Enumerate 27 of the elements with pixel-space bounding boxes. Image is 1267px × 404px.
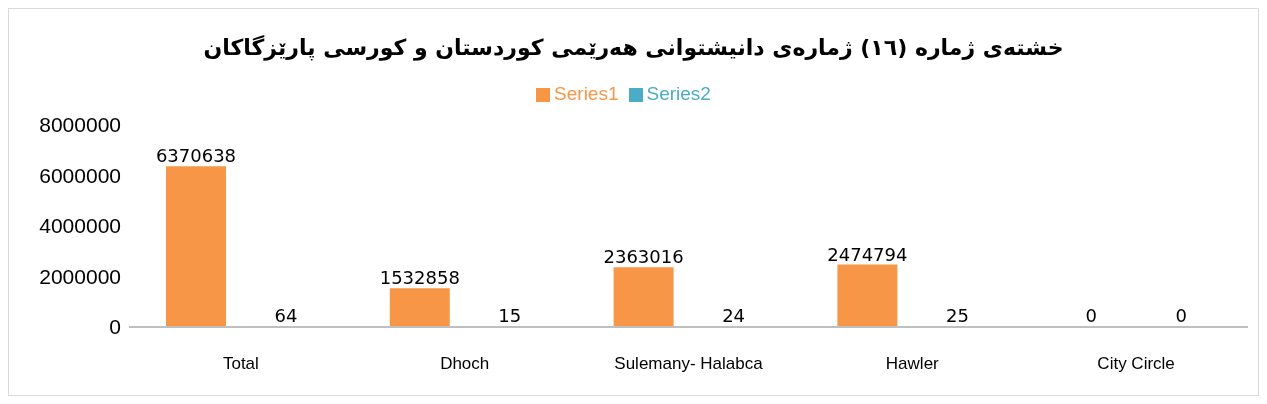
data-label: 2474794 xyxy=(827,243,908,265)
bar xyxy=(837,264,898,327)
x-tick-label: City Circle xyxy=(1097,354,1175,374)
data-label: 6370638 xyxy=(155,145,237,167)
y-tick-label: 8000000 xyxy=(39,113,121,137)
legend-label: Series1 xyxy=(554,83,619,104)
data-label: 25 xyxy=(945,305,969,326)
data-label: 1532858 xyxy=(379,267,460,289)
bar xyxy=(389,288,450,327)
data-label: 0 xyxy=(1085,305,1097,326)
y-tick-label: 2000000 xyxy=(39,264,121,288)
x-tick-label: Dhoch xyxy=(440,354,490,374)
y-tick-label: 0 xyxy=(109,315,121,339)
legend-label: Series2 xyxy=(646,83,711,104)
bar xyxy=(166,166,226,327)
data-label: 2363016 xyxy=(603,246,684,268)
y-tick-label: 6000000 xyxy=(39,163,121,187)
data-label: 0 xyxy=(1175,305,1187,326)
x-tick-label: Sulemany- Halabca xyxy=(614,354,764,374)
chart-title: خشتەی ژمارە (١٦) ژمارەی دانیشتوانی هەرێمی کوردستان و کورسی پارێزگاکان xyxy=(202,34,1065,63)
bar xyxy=(613,267,674,327)
x-tick-label: Hawler xyxy=(885,354,940,374)
x-tick-label: Total xyxy=(222,354,259,374)
y-tick-label: 4000000 xyxy=(39,214,121,238)
data-label: 15 xyxy=(498,305,522,326)
data-label: 64 xyxy=(274,305,298,326)
data-label: 24 xyxy=(722,305,746,326)
